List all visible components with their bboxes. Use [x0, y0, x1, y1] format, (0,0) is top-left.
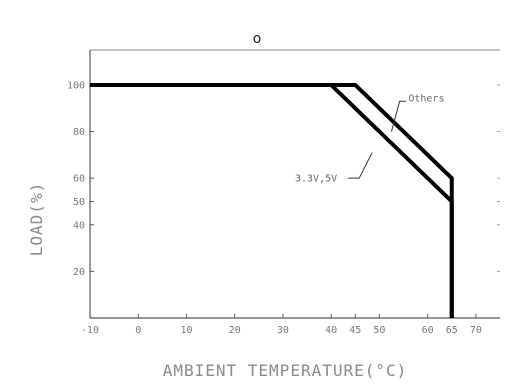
- x-tick-label: 40: [325, 325, 337, 336]
- series-line-low-voltage: [90, 82, 454, 318]
- header-mark: o: [253, 31, 262, 47]
- x-axis-title: AMBIENT TEMPERATURE(°C): [163, 361, 408, 380]
- x-tick-label: 50: [373, 325, 385, 336]
- y-tick-label: 100: [67, 80, 85, 91]
- annotation-others-leader: [390, 100, 406, 132]
- annotation-others: Others: [408, 93, 444, 104]
- x-tick-label: 10: [180, 325, 192, 336]
- annotation-low-voltage: 3.3V,5V: [295, 174, 337, 185]
- y-tick-label: 80: [73, 127, 85, 138]
- y-tick-label: 50: [73, 197, 85, 208]
- x-tick-label: 45: [349, 325, 361, 336]
- x-tick-label: -10: [81, 325, 99, 336]
- x-tick-label: 0: [135, 325, 141, 336]
- series-line-others: [90, 82, 454, 318]
- y-tick-label: 40: [73, 220, 85, 231]
- y-axis-title: LOAD(%): [27, 182, 46, 256]
- x-tick-label: 60: [422, 325, 434, 336]
- annotation-low-voltage-leader: [348, 152, 373, 179]
- y-tick-label: 20: [73, 267, 85, 278]
- y-tick-label: 60: [73, 174, 85, 185]
- x-tick-label: 30: [277, 325, 289, 336]
- x-tick-label: 65: [446, 325, 458, 336]
- x-tick-label: 20: [229, 325, 241, 336]
- x-tick-label: 70: [470, 325, 482, 336]
